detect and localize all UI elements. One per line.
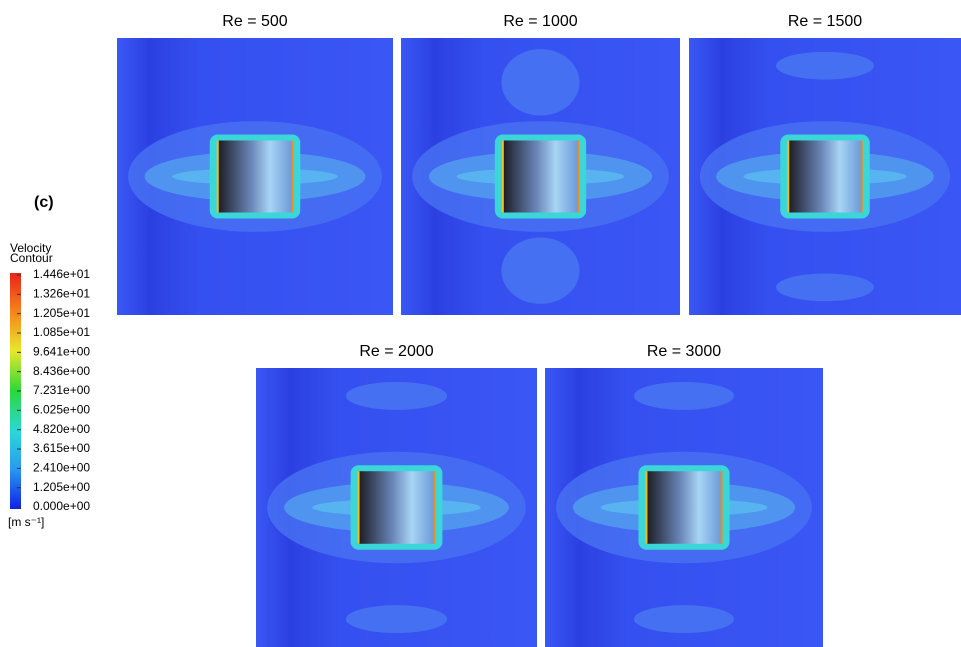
panel-title: Re = 1000 — [503, 13, 577, 30]
cylinder — [788, 140, 861, 212]
legend-label: 4.820e+00 — [33, 422, 90, 436]
legend-label: 6.025e+00 — [33, 403, 90, 417]
legend-label: 2.410e+00 — [33, 461, 90, 475]
legend-label: 3.615e+00 — [33, 441, 90, 455]
contour-panel — [545, 368, 823, 647]
legend-label: 7.231e+00 — [33, 383, 90, 397]
legend-label: 1.085e+01 — [33, 325, 90, 339]
cylinder — [646, 471, 721, 544]
legend-label: 1.446e+01 — [33, 267, 90, 281]
legend-label: 1.326e+01 — [33, 287, 90, 301]
cylinder — [218, 140, 293, 212]
contour-lobe — [634, 605, 734, 633]
legend-label: 1.205e+00 — [33, 480, 90, 494]
contour-lobe — [346, 605, 447, 633]
contour-panel — [689, 38, 961, 315]
contour-panel — [117, 38, 393, 315]
panel-title: Re = 500 — [222, 13, 287, 30]
contour-lobe — [501, 237, 579, 303]
contour-lobe — [776, 52, 874, 80]
legend-title: Contour — [10, 251, 53, 265]
legend-label: 9.641e+00 — [33, 345, 90, 359]
legend-label: 8.436e+00 — [33, 364, 90, 378]
legend-label: 1.205e+01 — [33, 306, 90, 320]
figure: (c) Velocity Contour [m s⁻¹] 1.446e+011.… — [0, 0, 961, 647]
cylinder — [359, 471, 435, 544]
contour-panel — [401, 38, 680, 315]
panel-title: Re = 2000 — [359, 343, 433, 360]
legend-label: 0.000e+00 — [33, 499, 90, 513]
figure-label: (c) — [34, 194, 54, 211]
legend-unit: [m s⁻¹] — [8, 515, 44, 529]
contour-lobe — [776, 273, 874, 301]
cylinder — [503, 140, 578, 212]
contour-lobe — [346, 382, 447, 410]
panel-title: Re = 3000 — [647, 343, 721, 360]
contour-lobe — [634, 382, 734, 410]
contour-lobe — [501, 49, 579, 115]
panel-title: Re = 1500 — [788, 13, 862, 30]
contour-panel — [256, 368, 537, 647]
